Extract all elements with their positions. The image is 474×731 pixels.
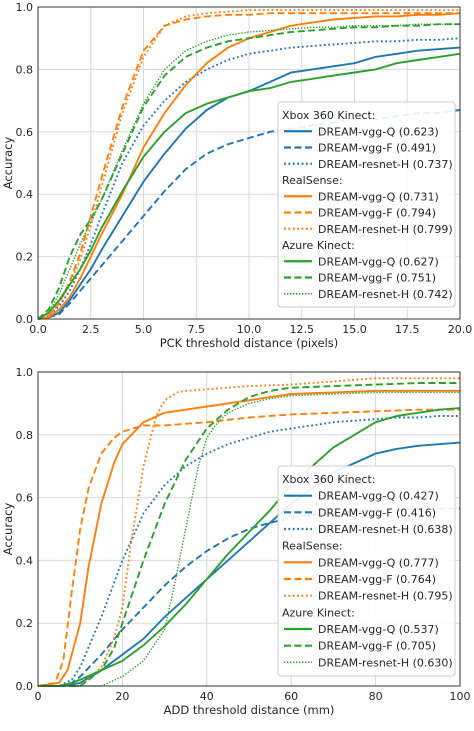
series-line-6 xyxy=(38,377,460,687)
x-tick-label: 10.0 xyxy=(237,323,262,336)
legend-label: DREAM-vgg-F (0.751) xyxy=(318,272,436,285)
y-tick-label: 0.6 xyxy=(16,492,34,505)
series-line-1 xyxy=(38,441,461,687)
y-tick-label: 0.4 xyxy=(16,188,34,201)
legend-label: DREAM-resnet-H (0.630) xyxy=(318,656,453,669)
y-axis-label: Accuracy xyxy=(1,137,15,190)
series-line-3 xyxy=(37,37,461,320)
series-line-8 xyxy=(38,382,460,687)
y-tick-label: 0.8 xyxy=(16,63,34,76)
legend-label: DREAM-vgg-Q (0.777) xyxy=(318,556,439,569)
legend-label: DREAM-vgg-F (0.416) xyxy=(318,506,436,519)
series-line-4 xyxy=(37,389,460,687)
series-line-2 xyxy=(37,109,461,320)
x-tick-label: 15.0 xyxy=(342,323,367,336)
series-line-4 xyxy=(37,12,461,320)
legend-label: DREAM-resnet-H (0.737) xyxy=(318,158,453,171)
x-tick-label: 80 xyxy=(369,690,383,703)
x-tick-label: 0 xyxy=(35,690,42,703)
legend-label: DREAM-vgg-F (0.705) xyxy=(318,640,436,653)
legend-label: DREAM-vgg-Q (0.427) xyxy=(318,490,439,503)
legend-label: DREAM-vgg-Q (0.627) xyxy=(318,255,439,268)
legend-label: DREAM-vgg-Q (0.731) xyxy=(318,190,439,203)
x-tick-label: 0.0 xyxy=(29,323,47,336)
x-tick-label: 17.5 xyxy=(395,323,420,336)
legend-label: DREAM-vgg-F (0.491) xyxy=(318,142,436,155)
y-axis-label: Accuracy xyxy=(1,503,15,556)
plot-frame xyxy=(37,6,461,320)
legend-group-title: Azure Kinect: xyxy=(282,239,355,252)
series-line-5 xyxy=(37,12,460,320)
legend-label: DREAM-resnet-H (0.799) xyxy=(318,223,453,236)
legend-box xyxy=(277,465,456,677)
y-tick-label: 1.0 xyxy=(16,1,34,14)
series-line-7 xyxy=(37,52,461,320)
chart-panel-1: 0.0 2.5 5.0 7.5 10.0 12.5 15.0 17.5 20.0 0.0 0.2 0.… xyxy=(1,1,472,350)
y-tick-label: 0.0 xyxy=(16,313,34,326)
x-tick-label: 20 xyxy=(115,690,129,703)
legend-group-title: RealSense: xyxy=(282,540,343,553)
y-tick-label: 1.0 xyxy=(16,366,34,379)
legend-box xyxy=(277,101,456,308)
legend-label: DREAM-vgg-F (0.794) xyxy=(318,207,436,220)
y-tick-label: 0.2 xyxy=(16,251,34,264)
chart-panel-2: 0 20 40 60 80 100 0.0 0.2 0.4 0.6 0.8 1.0 ADD thresh… xyxy=(1,366,471,717)
x-tick-label: 20.0 xyxy=(448,323,473,336)
x-axis-label: PCK threshold distance (pixels) xyxy=(160,336,339,350)
y-tick-label: 0.2 xyxy=(16,617,34,630)
series-line-7 xyxy=(38,407,461,687)
x-tick-label: 12.5 xyxy=(290,323,315,336)
legend-label: DREAM-vgg-Q (0.623) xyxy=(318,125,439,138)
x-tick-label: 100 xyxy=(450,690,471,703)
legend-group-title: RealSense: xyxy=(282,174,343,187)
legend-group-title: Xbox 360 Kinect: xyxy=(282,109,375,122)
x-tick-label: 60 xyxy=(284,690,298,703)
legend-label: DREAM-vgg-F (0.764) xyxy=(318,573,436,586)
x-axis-label: ADD threshold distance (mm) xyxy=(164,703,335,717)
y-tick-label: 0.6 xyxy=(16,126,34,139)
series-line-1 xyxy=(37,46,461,320)
y-tick-label: 0.4 xyxy=(16,554,34,567)
legend-label: DREAM-resnet-H (0.638) xyxy=(318,523,453,536)
plot-frame xyxy=(37,371,461,687)
y-tick-label: 0.8 xyxy=(16,429,34,442)
series-line-5 xyxy=(37,408,460,687)
x-tick-label: 5.0 xyxy=(135,323,153,336)
legend: Xbox 360 Kinect: DREAM-vgg-Q (0.427) DREAM… xyxy=(277,465,456,677)
series-line-9 xyxy=(37,23,460,320)
y-tick-label: 0.0 xyxy=(16,680,34,693)
x-tick-label: 40 xyxy=(200,690,214,703)
legend-label: DREAM-resnet-H (0.742) xyxy=(318,288,453,301)
series-line-6 xyxy=(37,9,460,320)
legend-group-title: Azure Kinect: xyxy=(282,606,355,619)
x-tick-label: 7.5 xyxy=(188,323,206,336)
legend-label: DREAM-resnet-H (0.795) xyxy=(318,590,453,603)
legend: Xbox 360 Kinect: DREAM-vgg-Q (0.623) DREAM… xyxy=(277,101,456,308)
series-line-8 xyxy=(37,23,460,320)
legend-group-title: Xbox 360 Kinect: xyxy=(282,473,375,486)
series-line-9 xyxy=(38,391,460,687)
legend-label: DREAM-vgg-Q (0.537) xyxy=(318,623,439,636)
x-tick-label: 2.5 xyxy=(82,323,100,336)
